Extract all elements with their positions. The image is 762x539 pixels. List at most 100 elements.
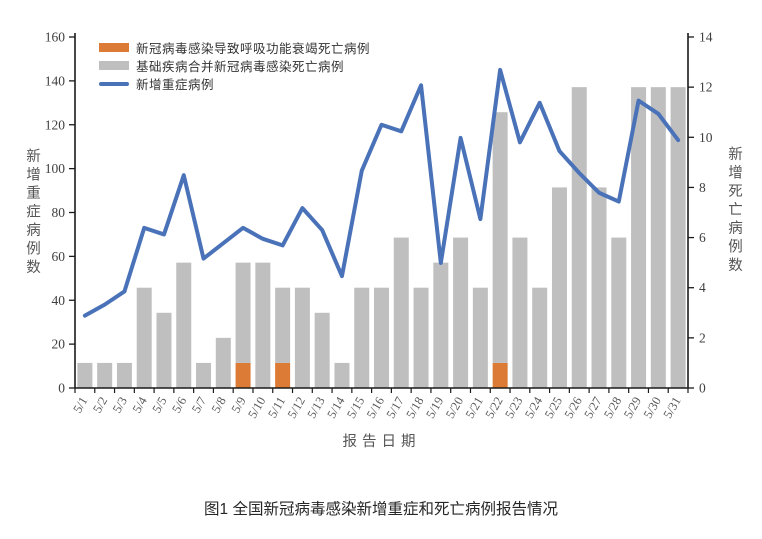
right-axis-tick-label: 8	[699, 180, 706, 195]
x-tick-label: 5/10	[245, 395, 268, 421]
blue-line-swatch-icon	[99, 81, 129, 86]
death-bar-underlying	[512, 237, 528, 388]
x-axis-title: 报告日期	[342, 434, 421, 450]
death-bar-underlying	[413, 287, 429, 388]
death-bar-underlying	[374, 287, 389, 388]
x-tick-label: 5/26	[562, 395, 585, 421]
legend-item-respiratory-failure-deaths: 新冠病毒感染导致呼吸功能衰竭死亡病例	[99, 40, 371, 56]
death-bar-underlying	[650, 87, 666, 389]
legend-label: 基础疾病合并新冠病毒感染死亡病例	[136, 60, 345, 74]
orange-bar-swatch-icon	[99, 43, 129, 52]
x-tick-label: 5/16	[364, 395, 387, 421]
death-bar-underlying	[611, 237, 627, 388]
left-axis-tick-label: 120	[45, 117, 66, 132]
x-tick-label: 5/30	[641, 395, 664, 421]
x-tick-label: 5/18	[403, 395, 426, 421]
right-axis-tick-label: 0	[699, 381, 706, 396]
death-bar-underlying	[354, 287, 370, 388]
x-tick-label: 5/31	[660, 395, 683, 421]
x-tick-label: 5/1	[70, 395, 90, 416]
death-bar-underlying	[294, 287, 310, 388]
death-bar-underlying	[97, 362, 113, 388]
x-tick-label: 5/19	[423, 395, 446, 421]
x-tick-label: 5/17	[384, 395, 407, 421]
death-bar-respiratory	[275, 362, 291, 388]
x-tick-label: 5/13	[305, 395, 328, 421]
legend-label: 新增重症病例	[136, 78, 215, 92]
x-tick-label: 5/11	[265, 395, 288, 421]
legend-item-underlying-disease-deaths: 基础疾病合并新冠病毒感染死亡病例	[99, 58, 370, 74]
left-axis-tick-label: 20	[52, 337, 66, 352]
x-tick-label: 5/14	[324, 394, 348, 421]
figure-caption: 图1 全国新冠病毒感染新增重症和死亡病例报告情况	[204, 501, 558, 518]
legend-item-new-severe-cases: 新增重症病例	[99, 76, 370, 92]
death-bar-underlying	[156, 312, 172, 388]
left-axis-tick-label: 0	[58, 381, 65, 396]
death-bar-underlying	[532, 287, 548, 388]
death-bar-underlying	[275, 287, 291, 363]
left-axis-title: 新增重症病例数	[24, 148, 40, 278]
death-bar-respiratory	[235, 362, 251, 388]
gray-bar-swatch-icon	[99, 61, 129, 70]
death-bar-underlying	[492, 112, 508, 363]
death-bar-underlying	[196, 362, 212, 388]
x-tick-label: 5/24	[522, 394, 546, 421]
death-bar-underlying	[670, 87, 686, 389]
x-tick-label: 5/5	[149, 395, 169, 416]
death-bar-underlying	[334, 362, 350, 388]
death-bar-underlying	[631, 87, 647, 389]
death-bar-underlying	[136, 287, 152, 388]
x-tick-label: 5/9	[229, 395, 249, 416]
x-tick-label: 5/3	[110, 395, 130, 416]
x-tick-label: 5/21	[463, 395, 486, 421]
x-tick-label: 5/23	[502, 395, 525, 421]
death-bar-underlying	[472, 287, 488, 388]
death-bar-underlying	[453, 237, 469, 388]
x-tick-label: 5/12	[285, 395, 308, 421]
right-axis-tick-label: 4	[699, 280, 706, 295]
left-axis-tick-label: 140	[45, 73, 66, 88]
death-bar-underlying	[116, 362, 132, 388]
death-bar-underlying	[314, 312, 330, 388]
left-axis-tick-label: 40	[52, 293, 66, 308]
death-bar-underlying	[551, 187, 567, 388]
left-axis-tick-label: 160	[45, 30, 66, 45]
x-tick-label: 5/22	[483, 394, 506, 420]
x-tick-label: 5/6	[169, 395, 189, 416]
left-axis-tick-label: 60	[52, 249, 66, 264]
death-bar-underlying	[176, 262, 192, 388]
death-bar-underlying	[571, 87, 587, 389]
right-axis-tick-label: 10	[699, 130, 713, 145]
right-axis-tick-label: 2	[699, 330, 706, 345]
x-tick-label: 5/28	[601, 395, 624, 421]
death-bar-underlying	[235, 262, 251, 363]
chart-legend: 新冠病毒感染导致呼吸功能衰竭死亡病例 基础疾病合并新冠病毒感染死亡病例 新增重症…	[99, 40, 371, 92]
legend-label: 新冠病毒感染导致呼吸功能衰竭死亡病例	[136, 42, 371, 56]
right-axis-title: 新增死亡病例数	[726, 146, 742, 276]
left-axis-tick-label: 80	[52, 205, 66, 220]
x-tick-label: 5/15	[344, 395, 367, 421]
x-tick-label: 5/25	[542, 395, 565, 421]
x-tick-label: 5/29	[621, 395, 644, 421]
x-tick-label: 5/20	[443, 395, 466, 421]
death-bar-underlying	[591, 187, 607, 388]
right-axis-tick-label: 14	[699, 30, 713, 45]
death-bar-underlying	[255, 262, 271, 388]
severe-cases-line	[82, 67, 681, 318]
death-bar-respiratory	[492, 362, 508, 388]
left-axis-tick-label: 100	[45, 161, 66, 176]
death-bar-underlying	[433, 262, 449, 388]
x-tick-label: 5/27	[581, 395, 604, 421]
x-tick-label: 5/8	[209, 395, 229, 416]
death-bar-underlying	[215, 337, 231, 388]
death-bar-underlying	[77, 362, 93, 388]
chart-area: 0 20 40 60 80 100 120 140 160 0 2 4 6 8 10 12 14 5/1 5/2 5/…	[24, 30, 742, 451]
right-axis-tick-label: 6	[699, 230, 706, 245]
death-bar-underlying	[393, 237, 409, 388]
x-tick-label: 5/2	[90, 395, 110, 416]
right-axis-tick-label: 12	[699, 80, 713, 95]
x-tick-label: 5/7	[189, 395, 209, 416]
x-tick-label: 5/4	[130, 394, 150, 415]
